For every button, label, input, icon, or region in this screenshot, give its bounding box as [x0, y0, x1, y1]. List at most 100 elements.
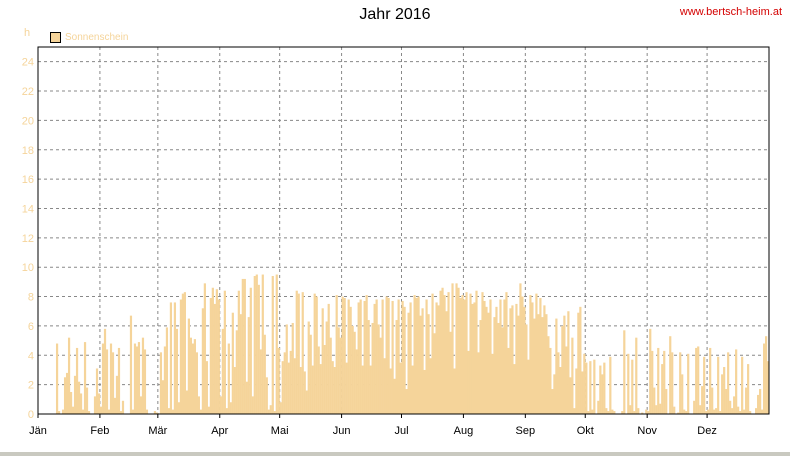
- bar: [303, 371, 306, 414]
- bar: [359, 299, 362, 414]
- y-tick-label: 6: [28, 321, 34, 333]
- bar: [143, 349, 147, 414]
- bar: [515, 303, 518, 414]
- bar: [187, 318, 190, 414]
- bar: [737, 406, 740, 414]
- bar: [651, 350, 654, 414]
- bar: [117, 347, 121, 414]
- bar: [761, 409, 764, 414]
- bar: [133, 343, 137, 414]
- bar: [731, 408, 734, 414]
- bar: [63, 377, 67, 414]
- bar: [327, 303, 330, 414]
- x-tick-label-6: Jul: [394, 425, 408, 437]
- x-tick-label-3: Apr: [211, 425, 228, 437]
- bar: [583, 353, 586, 414]
- bar: [725, 389, 728, 414]
- bar: [715, 408, 718, 414]
- bar: [135, 346, 139, 414]
- bar: [313, 293, 316, 414]
- bar: [211, 287, 214, 414]
- site-link[interactable]: www.bertsch-heim.at: [679, 6, 782, 18]
- bar: [641, 412, 644, 414]
- y-tick-label: 24: [22, 57, 34, 69]
- bar: [83, 342, 87, 414]
- bar: [459, 298, 462, 414]
- bar: [109, 343, 113, 414]
- bar: [445, 311, 448, 414]
- bar: [609, 356, 612, 414]
- bar: [767, 361, 770, 414]
- bar: [473, 302, 476, 414]
- bar: [501, 327, 504, 414]
- bar: [199, 409, 202, 414]
- bar: [659, 403, 662, 414]
- bar: [611, 409, 614, 414]
- bar: [475, 290, 478, 414]
- bar: [547, 336, 550, 414]
- bar: [717, 356, 720, 414]
- bar: [217, 299, 220, 414]
- bar: [579, 306, 582, 414]
- bar: [727, 352, 730, 414]
- bar: [413, 295, 416, 414]
- bar: [533, 318, 536, 414]
- bar: [349, 306, 352, 414]
- bar: [323, 345, 326, 414]
- bar: [743, 409, 746, 414]
- bar: [341, 296, 344, 414]
- bar: [569, 377, 572, 414]
- bar: [137, 342, 141, 414]
- bar: [685, 411, 688, 414]
- bar: [369, 365, 372, 414]
- bar: [115, 375, 119, 414]
- bar: [343, 298, 346, 414]
- y-tick-label: 10: [22, 262, 34, 274]
- bar: [701, 386, 704, 414]
- bar: [677, 412, 680, 414]
- bar: [177, 402, 181, 414]
- bar: [449, 331, 452, 414]
- bar: [301, 292, 304, 414]
- bar: [587, 411, 590, 414]
- bar: [345, 362, 348, 414]
- bar: [649, 328, 652, 414]
- bar: [267, 409, 270, 414]
- bar: [255, 274, 258, 414]
- y-tick-label: 4: [28, 350, 34, 362]
- bar: [183, 292, 186, 414]
- bar: [375, 299, 378, 414]
- bar: [381, 299, 384, 414]
- bar: [189, 337, 192, 414]
- bar: [103, 328, 107, 414]
- bar: [621, 411, 624, 414]
- bar: [699, 405, 702, 414]
- bar: [605, 408, 608, 414]
- bar: [745, 387, 748, 414]
- bar: [695, 347, 698, 414]
- bar: [597, 400, 600, 414]
- bar: [581, 371, 584, 414]
- bar: [623, 330, 626, 414]
- bar: [405, 389, 408, 414]
- bar: [185, 390, 188, 414]
- bar: [733, 396, 736, 414]
- bar: [377, 324, 380, 414]
- bar: [333, 367, 336, 414]
- bar: [575, 368, 578, 414]
- bar: [487, 312, 490, 414]
- bar: [347, 299, 350, 414]
- bar: [527, 359, 530, 414]
- bar: [447, 292, 450, 414]
- bar: [485, 306, 488, 414]
- bar: [723, 367, 726, 414]
- bar: [265, 377, 268, 414]
- bar: [565, 346, 568, 414]
- bar: [277, 347, 280, 414]
- bar: [407, 312, 410, 414]
- bar: [263, 334, 266, 414]
- bar: [335, 295, 338, 414]
- bar: [635, 337, 638, 414]
- bar: [509, 308, 512, 414]
